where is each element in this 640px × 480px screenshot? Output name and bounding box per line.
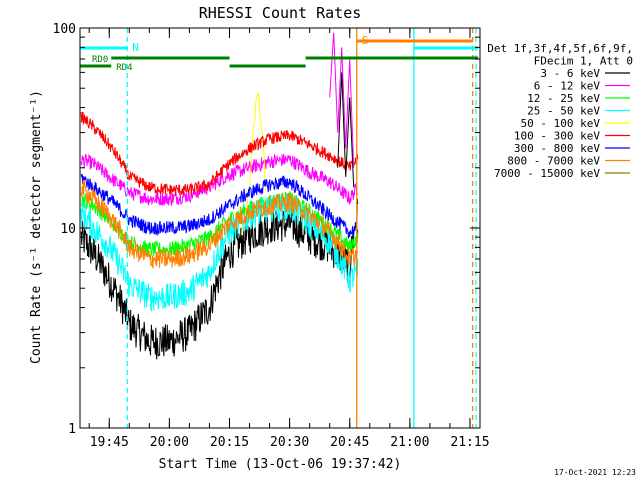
atten-label-0: RD0 bbox=[92, 55, 108, 65]
x-tick-label-1: 20:00 bbox=[150, 435, 189, 450]
x-tick-label-3: 20:30 bbox=[270, 435, 309, 450]
x-axis-label: Start Time (13-Oct-06 19:37:42) bbox=[159, 457, 402, 472]
chart-title: RHESSI Count Rates bbox=[199, 4, 362, 22]
legend-entry-2: 12 - 25 keV bbox=[527, 92, 600, 105]
x-tick-label-5: 21:00 bbox=[390, 435, 429, 450]
y-tick-label-1: 10 bbox=[60, 222, 76, 237]
x-tick-label-6: 21:15 bbox=[450, 435, 489, 450]
atten-label-1: RD4 bbox=[116, 63, 132, 73]
y-tick-label-0: 1 bbox=[68, 422, 76, 437]
legend-entry-4: 50 - 100 keV bbox=[521, 117, 601, 130]
x-tick-label-0: 19:45 bbox=[90, 435, 129, 450]
spike-1 bbox=[337, 72, 355, 188]
series-line-1 bbox=[80, 153, 359, 207]
annotation-S: S bbox=[362, 34, 369, 47]
legend-header-0: Det 1f,3f,4f,5f,6f,9f, bbox=[487, 42, 633, 55]
legend-entry-0: 3 - 6 keV bbox=[540, 67, 600, 80]
annotation-N: N bbox=[132, 41, 139, 54]
legend: Det 1f,3f,4f,5f,6f,9f,FDecim 1, Att 03 -… bbox=[487, 42, 633, 180]
x-tick-label-2: 20:15 bbox=[210, 435, 249, 450]
timestamp-label: 17-Oct-2021 12:23 bbox=[554, 468, 636, 477]
x-tick-label-4: 20:45 bbox=[330, 435, 369, 450]
legend-entry-1: 6 - 12 keV bbox=[534, 80, 601, 93]
series-line-4 bbox=[241, 92, 267, 235]
legend-header-1: FDecim 1, Att 0 bbox=[534, 55, 633, 68]
series-line-5 bbox=[80, 111, 359, 196]
legend-entry-7: 800 - 7000 keV bbox=[507, 155, 600, 168]
legend-entry-6: 300 - 800 keV bbox=[514, 142, 600, 155]
legend-entry-3: 25 - 50 keV bbox=[527, 105, 600, 118]
series-line-6 bbox=[80, 174, 359, 239]
axes: 19:45 20:00 20:15 20:30 20:45 21:00 21:15 1 10 10… bbox=[53, 22, 490, 450]
legend-entry-8: 7000 - 15000 keV bbox=[494, 167, 600, 180]
y-tick-label-2: 100 bbox=[53, 22, 76, 37]
y-axis-label: Count Rate (s⁻¹ detector segment⁻¹) bbox=[29, 90, 44, 364]
legend-entry-5: 100 - 300 keV bbox=[514, 130, 600, 143]
